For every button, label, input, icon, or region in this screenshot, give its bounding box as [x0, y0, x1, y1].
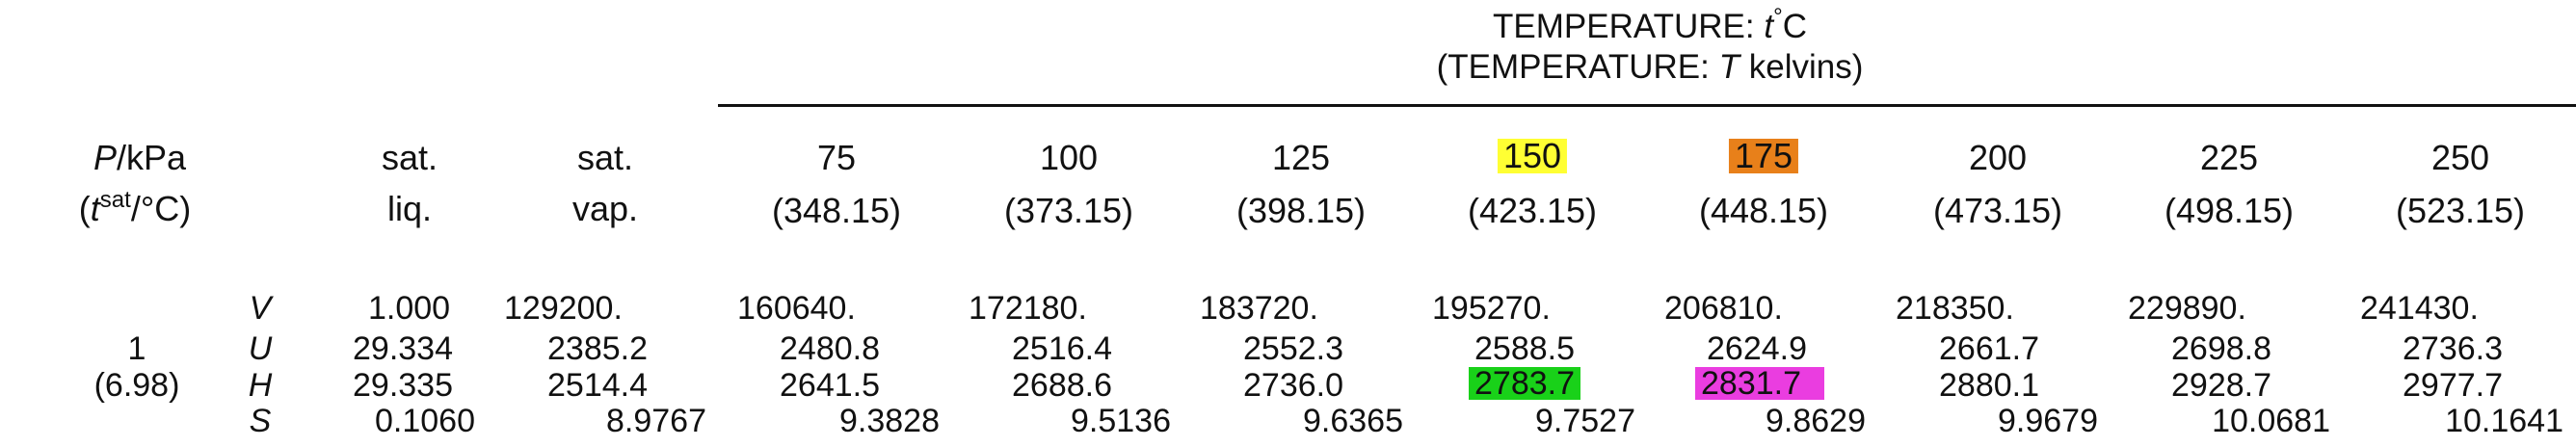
prop-label-h: H: [249, 369, 273, 402]
cell-v-satliq: 1.000: [368, 290, 451, 327]
cell-u-75: 2480.8: [780, 330, 880, 367]
cell-v-satvap: 129200.: [504, 290, 623, 327]
cell-s-150: 9.7527: [1535, 403, 1635, 439]
kelvin-col-150: (423.15): [1467, 191, 1598, 230]
temp-col-225: 225: [2199, 138, 2259, 177]
prop-u: U: [248, 330, 273, 367]
header-rule: [718, 104, 2576, 107]
kelvin-col-175: (448.15): [1698, 191, 1829, 230]
kelvin-col-75: (348.15): [771, 191, 902, 230]
prop-v: V: [249, 290, 272, 327]
cell-u-125: 2552.3: [1243, 330, 1343, 367]
prop-label-u: U: [249, 332, 273, 365]
subtitle-var: T: [1718, 48, 1739, 86]
sat-liq-header-2: liq.: [386, 189, 433, 228]
tsat-header: (tsat/°C): [78, 189, 192, 228]
subtitle-suffix: kelvins): [1739, 48, 1864, 86]
temp-col-175: 175: [1728, 139, 1799, 173]
title-prefix: TEMPERATURE:: [1493, 8, 1765, 45]
temperature-subheader: (TEMPERATURE: T kelvins): [1437, 50, 1864, 84]
cell-h-100: 2688.6: [1012, 367, 1112, 404]
cell-u-100: 2516.4: [1012, 330, 1112, 367]
cell-v-225: 229890.: [2128, 290, 2246, 327]
temp-col-150: 150: [1497, 139, 1568, 173]
cell-h-250: 2977.7: [2403, 367, 2503, 404]
cell-h-150: 2783.7: [1469, 367, 1580, 400]
pressure-var: P: [93, 138, 117, 177]
prop-h: H: [248, 367, 273, 404]
title-unit: C: [1782, 8, 1807, 45]
cell-u-250: 2736.3: [2403, 330, 2503, 367]
sat-liq-header-1: sat.: [381, 138, 438, 177]
sat-vap-header-2: vap.: [571, 189, 639, 228]
prop-label-v: V: [250, 292, 272, 325]
kelvin-col-100: (373.15): [1003, 191, 1134, 230]
tsat-open: (: [78, 189, 91, 228]
pressure-header: P/kPa: [93, 141, 186, 175]
cell-u-200: 2661.7: [1939, 330, 2039, 367]
kelvin-col-125: (398.15): [1235, 191, 1367, 230]
cell-v-125: 183720.: [1200, 290, 1318, 327]
sat-vap-header-1: sat.: [576, 138, 634, 177]
cell-h-125: 2736.0: [1243, 367, 1343, 404]
cell-v-175: 206810.: [1664, 290, 1783, 327]
tsat-sup: sat: [99, 187, 131, 213]
temperature-header: TEMPERATURE: t°C: [1493, 6, 1807, 45]
subtitle-prefix: (TEMPERATURE:: [1436, 48, 1719, 86]
cell-v-250: 241430.: [2360, 290, 2479, 327]
kelvin-col-250: (523.15): [2395, 191, 2526, 230]
cell-u-225: 2698.8: [2171, 330, 2271, 367]
cell-h-200: 2880.1: [1939, 367, 2039, 404]
cell-s-125: 9.6365: [1303, 403, 1403, 439]
block-pressure: 1: [127, 330, 146, 367]
cell-u-175: 2624.9: [1707, 330, 1807, 367]
cell-v-150: 195270.: [1432, 290, 1551, 327]
pressure-unit: /kPa: [116, 138, 187, 177]
title-var: t: [1764, 8, 1774, 45]
cell-s-225: 10.0681: [2212, 403, 2330, 439]
cell-s-250: 10.1641: [2445, 403, 2563, 439]
temp-col-200: 200: [1968, 138, 2028, 177]
cell-h-175: 2831.7: [1695, 367, 1824, 400]
cell-s-100: 9.5136: [1071, 403, 1171, 439]
prop-s: S: [249, 403, 272, 439]
kelvin-col-225: (498.15): [2164, 191, 2295, 230]
block-tsat: (6.98): [93, 367, 180, 404]
cell-v-200: 218350.: [1896, 290, 2014, 327]
cell-v-75: 160640.: [737, 290, 856, 327]
cell-h-satliq: 29.335: [353, 367, 453, 404]
prop-label-s: S: [250, 405, 272, 437]
cell-s-satvap: 8.9767: [606, 403, 706, 439]
cell-u-150: 2588.5: [1474, 330, 1575, 367]
cell-v-100: 172180.: [969, 290, 1087, 327]
title-degree: °: [1773, 4, 1783, 30]
cell-s-75: 9.3828: [839, 403, 940, 439]
kelvin-col-200: (473.15): [1932, 191, 2063, 230]
cell-s-200: 9.9679: [1998, 403, 2098, 439]
temp-col-250: 250: [2430, 138, 2490, 177]
cell-s-175: 9.8629: [1766, 403, 1866, 439]
temp-col-100: 100: [1039, 138, 1099, 177]
cell-h-225: 2928.7: [2171, 367, 2271, 404]
temp-col-75: 75: [816, 138, 857, 177]
cell-u-satliq: 29.334: [353, 330, 453, 367]
cell-h-75: 2641.5: [780, 367, 880, 404]
temp-col-125: 125: [1271, 138, 1331, 177]
tsat-unit: /°C): [130, 189, 192, 228]
cell-s-satliq: 0.1060: [375, 403, 475, 439]
cell-h-satvap: 2514.4: [547, 367, 648, 404]
tsat-var: t: [90, 189, 100, 228]
cell-u-satvap: 2385.2: [547, 330, 648, 367]
